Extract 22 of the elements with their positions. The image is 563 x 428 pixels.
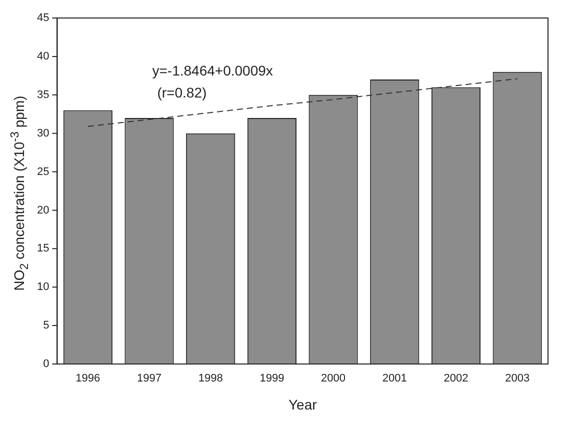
x-tick-label: 2003: [505, 372, 530, 385]
y-tick-label: 0: [43, 358, 50, 370]
x-tick-label: 1996: [76, 372, 100, 385]
x-tick-label: 2000: [321, 372, 346, 385]
line-series: [87, 78, 518, 127]
y-tick-label: 25: [36, 166, 50, 178]
y-tick-label: 30: [36, 127, 50, 140]
y-tick-label: 40: [36, 50, 50, 62]
y-tick-label: 10: [36, 281, 50, 294]
x-tick-label: 2001: [382, 372, 407, 385]
annotation: (r=0.82): [157, 84, 207, 101]
annotation: y=-1.8464+0.0009x: [152, 62, 273, 79]
y-tick-label: 35: [36, 88, 50, 101]
y-tick-label: 20: [36, 204, 50, 216]
x-axis-title: Year: [288, 396, 318, 412]
x-tick-label: 1999: [260, 372, 284, 385]
y-tick-label: 15: [36, 242, 50, 255]
y-tick-label: 45: [36, 12, 50, 24]
x-tick-label: 2002: [444, 372, 468, 385]
x-tick-label: 1997: [137, 372, 162, 385]
y-tick-label: 5: [43, 320, 50, 332]
x-tick-label: 1998: [198, 372, 223, 385]
